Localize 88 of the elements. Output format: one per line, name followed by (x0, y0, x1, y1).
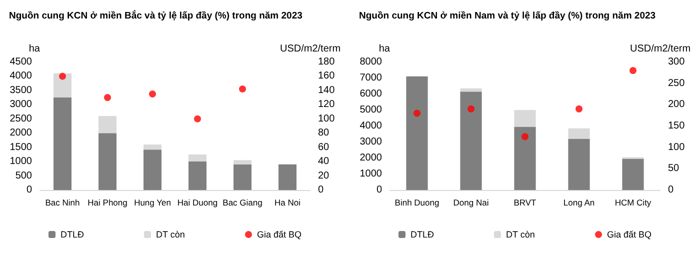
y2-axis-title: USD/m2/term (280, 44, 341, 54)
bar (234, 164, 252, 190)
bar (54, 73, 72, 98)
y-tick-label: 0 (376, 184, 382, 196)
y2-tick-label: 160 (318, 70, 336, 82)
y-tick-label: 2000 (10, 128, 32, 139)
y-tick-label: 4500 (10, 56, 32, 68)
y2-tick-label: 0 (318, 184, 324, 196)
x-tick-label: HCM City (614, 198, 652, 208)
bar (622, 158, 644, 190)
y-tick-label: 2000 (360, 152, 382, 164)
chart-title: Nguồn cung KCN ở miền Bắc và tỷ lệ lấp đầy (%) trong năm 2023 (9, 10, 302, 22)
y2-tick-label: 180 (318, 56, 336, 68)
bar (188, 154, 206, 162)
x-tick-label: Binh Duong (394, 198, 440, 208)
y2-tick-label: 100 (668, 142, 686, 153)
x-tick-label: BRVT (514, 198, 536, 208)
bar (144, 144, 162, 150)
bar (568, 128, 590, 139)
bar (98, 133, 116, 190)
y-tick-label: 4000 (10, 70, 32, 82)
bar (188, 162, 206, 190)
y-tick-label: 0 (26, 184, 32, 196)
y2-tick-label: 120 (318, 99, 336, 110)
y-axis-title: ha (28, 44, 40, 54)
point (104, 94, 111, 102)
y2-tick-label: 100 (318, 113, 336, 124)
bar (406, 76, 428, 190)
y-tick-label: 2500 (10, 113, 32, 124)
y-tick-label: 3500 (10, 84, 32, 96)
x-tick-label: Bac Giang (222, 198, 263, 208)
point (468, 105, 474, 112)
point (149, 90, 156, 98)
x-tick-label: Hai Phong (88, 198, 128, 208)
y2-tick-label: 250 (668, 78, 686, 89)
point (194, 115, 201, 122)
x-tick-label: Ha Noi (274, 198, 301, 208)
point (576, 105, 582, 112)
bar (568, 138, 590, 190)
y-tick-label: 1000 (10, 156, 32, 168)
y-tick-label: 3000 (360, 136, 382, 148)
y-tick-label: 8000 (360, 56, 382, 68)
y-tick-label: 4000 (360, 120, 382, 132)
point (59, 72, 66, 80)
y2-tick-label: 20 (318, 170, 330, 182)
legend-label: Gia đất BQ (606, 230, 652, 240)
x-tick-label: Hai Duong (177, 198, 218, 208)
chart-title: Nguồn cung KCN ở miền Nam và tỷ lệ lấp đầy (%) trong năm 2023 (359, 10, 656, 22)
y-tick-label: 1000 (360, 168, 382, 180)
legend-label: Gia đất BQ (256, 230, 302, 240)
bar (460, 88, 482, 92)
legend-label: DTLĐ (410, 230, 434, 240)
y-tick-label: 500 (15, 170, 32, 182)
y-tick-label: 6000 (360, 88, 382, 100)
bar (234, 160, 252, 164)
y-tick-label: 7000 (360, 72, 382, 84)
point (414, 110, 420, 117)
y-axis-title: ha (378, 44, 390, 54)
bar (460, 92, 482, 190)
y2-tick-label: 60 (318, 142, 330, 153)
y-tick-label: 5000 (360, 104, 382, 116)
point (630, 67, 636, 74)
y2-tick-label: 200 (668, 99, 686, 110)
y2-tick-label: 140 (318, 84, 336, 96)
point (522, 133, 528, 140)
legend-label: DTLĐ (60, 230, 84, 240)
x-tick-label: Bac Ninh (45, 198, 80, 208)
y2-tick-label: 300 (668, 56, 686, 68)
y2-axis-title: USD/m2/term (630, 44, 691, 54)
bar (514, 110, 536, 127)
y2-tick-label: 150 (668, 120, 686, 132)
y2-tick-label: 40 (318, 156, 330, 168)
x-tick-label: Long An (563, 198, 595, 208)
bar (98, 116, 116, 134)
legend-label: DT còn (156, 230, 185, 240)
x-tick-label: Dong Nai (453, 198, 489, 208)
bar (278, 164, 296, 190)
y2-tick-label: 80 (318, 128, 330, 139)
bar (144, 150, 162, 190)
y-tick-label: 3000 (10, 99, 32, 110)
bar (54, 98, 72, 190)
legend-label: DT còn (506, 230, 535, 240)
y2-tick-label: 50 (668, 163, 680, 174)
bar (514, 126, 536, 190)
y-tick-label: 1500 (10, 142, 32, 153)
point (239, 86, 246, 93)
x-tick-label: Hung Yen (134, 198, 172, 208)
y2-tick-label: 0 (668, 184, 674, 196)
